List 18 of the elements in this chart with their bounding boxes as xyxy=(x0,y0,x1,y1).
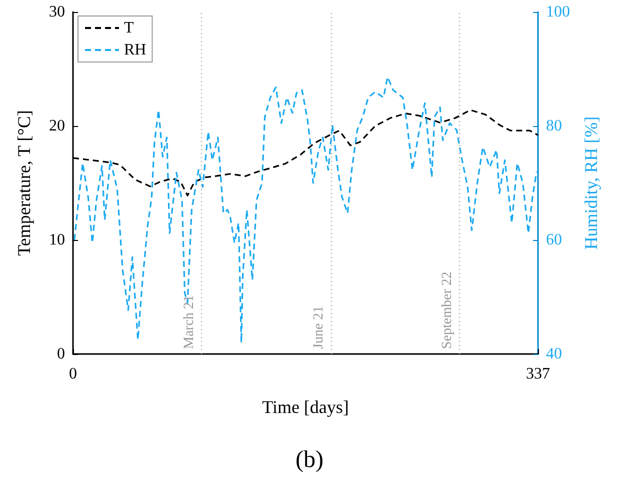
ref-line-label: March 21 xyxy=(182,294,197,349)
y2-tick-label: 40 xyxy=(546,346,562,362)
text: (b) xyxy=(296,447,324,473)
ref-line-label: June 21 xyxy=(312,306,327,349)
y2-tick-label: 60 xyxy=(546,232,562,248)
y2-axis-title: Humidity, RH [%] xyxy=(581,116,601,250)
legend-label: RH xyxy=(124,42,147,58)
y-tick-label: 30 xyxy=(49,4,65,20)
y-tick-label: 0 xyxy=(57,346,65,362)
legend-label: T xyxy=(124,20,134,36)
y2-tick-label: 80 xyxy=(546,118,562,134)
x-axis-title: Time [days] xyxy=(262,397,349,417)
y2-tick-label: 100 xyxy=(546,4,570,20)
y-axis-title: Temperature, T [°C] xyxy=(14,110,34,256)
ref-line-label: September 22 xyxy=(440,272,455,349)
x-tick-label: 337 xyxy=(526,366,550,382)
y-tick-label: 20 xyxy=(49,118,65,134)
y-tick-label: 10 xyxy=(49,232,65,248)
